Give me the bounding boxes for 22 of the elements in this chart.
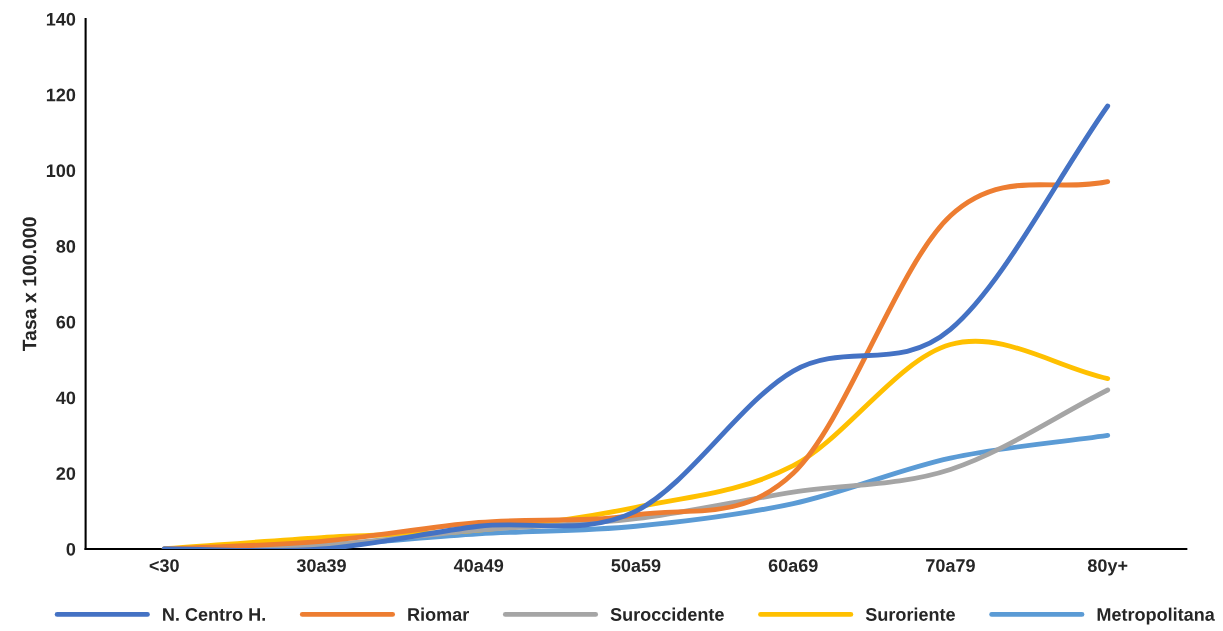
y-tick-label: 80 [56,240,76,253]
x-tick-label: 50a59 [611,559,661,572]
legend-label: N. Centro H. [163,608,265,621]
legend-label: Riomar [408,607,469,621]
x-tick-label: 80y+ [1087,559,1128,576]
x-tick-label: 70a79 [926,559,975,572]
legend-label: Metropolitana [1097,607,1215,625]
y-tick-label: 0 [66,542,76,556]
x-tick-label: 40a49 [453,559,504,572]
legend-label: Suroccidente [610,607,724,621]
y-tick-label: 140 [46,12,76,26]
legend-label: Suroriente [865,607,955,621]
y-tick-label: 120 [46,88,76,102]
y-tick-label: 60 [56,315,76,329]
x-tick-label: 30a39 [296,559,346,572]
line-series [161,103,1111,549]
y-tick-label: 100 [46,164,76,178]
x-tick-label: 60a69 [768,559,818,572]
y-tick-label: 20 [56,467,76,480]
x-tick-label: <30 [149,559,179,572]
y-tick-label: 40 [56,391,76,405]
y-axis-title: Tasa x 100.000 [22,217,37,352]
